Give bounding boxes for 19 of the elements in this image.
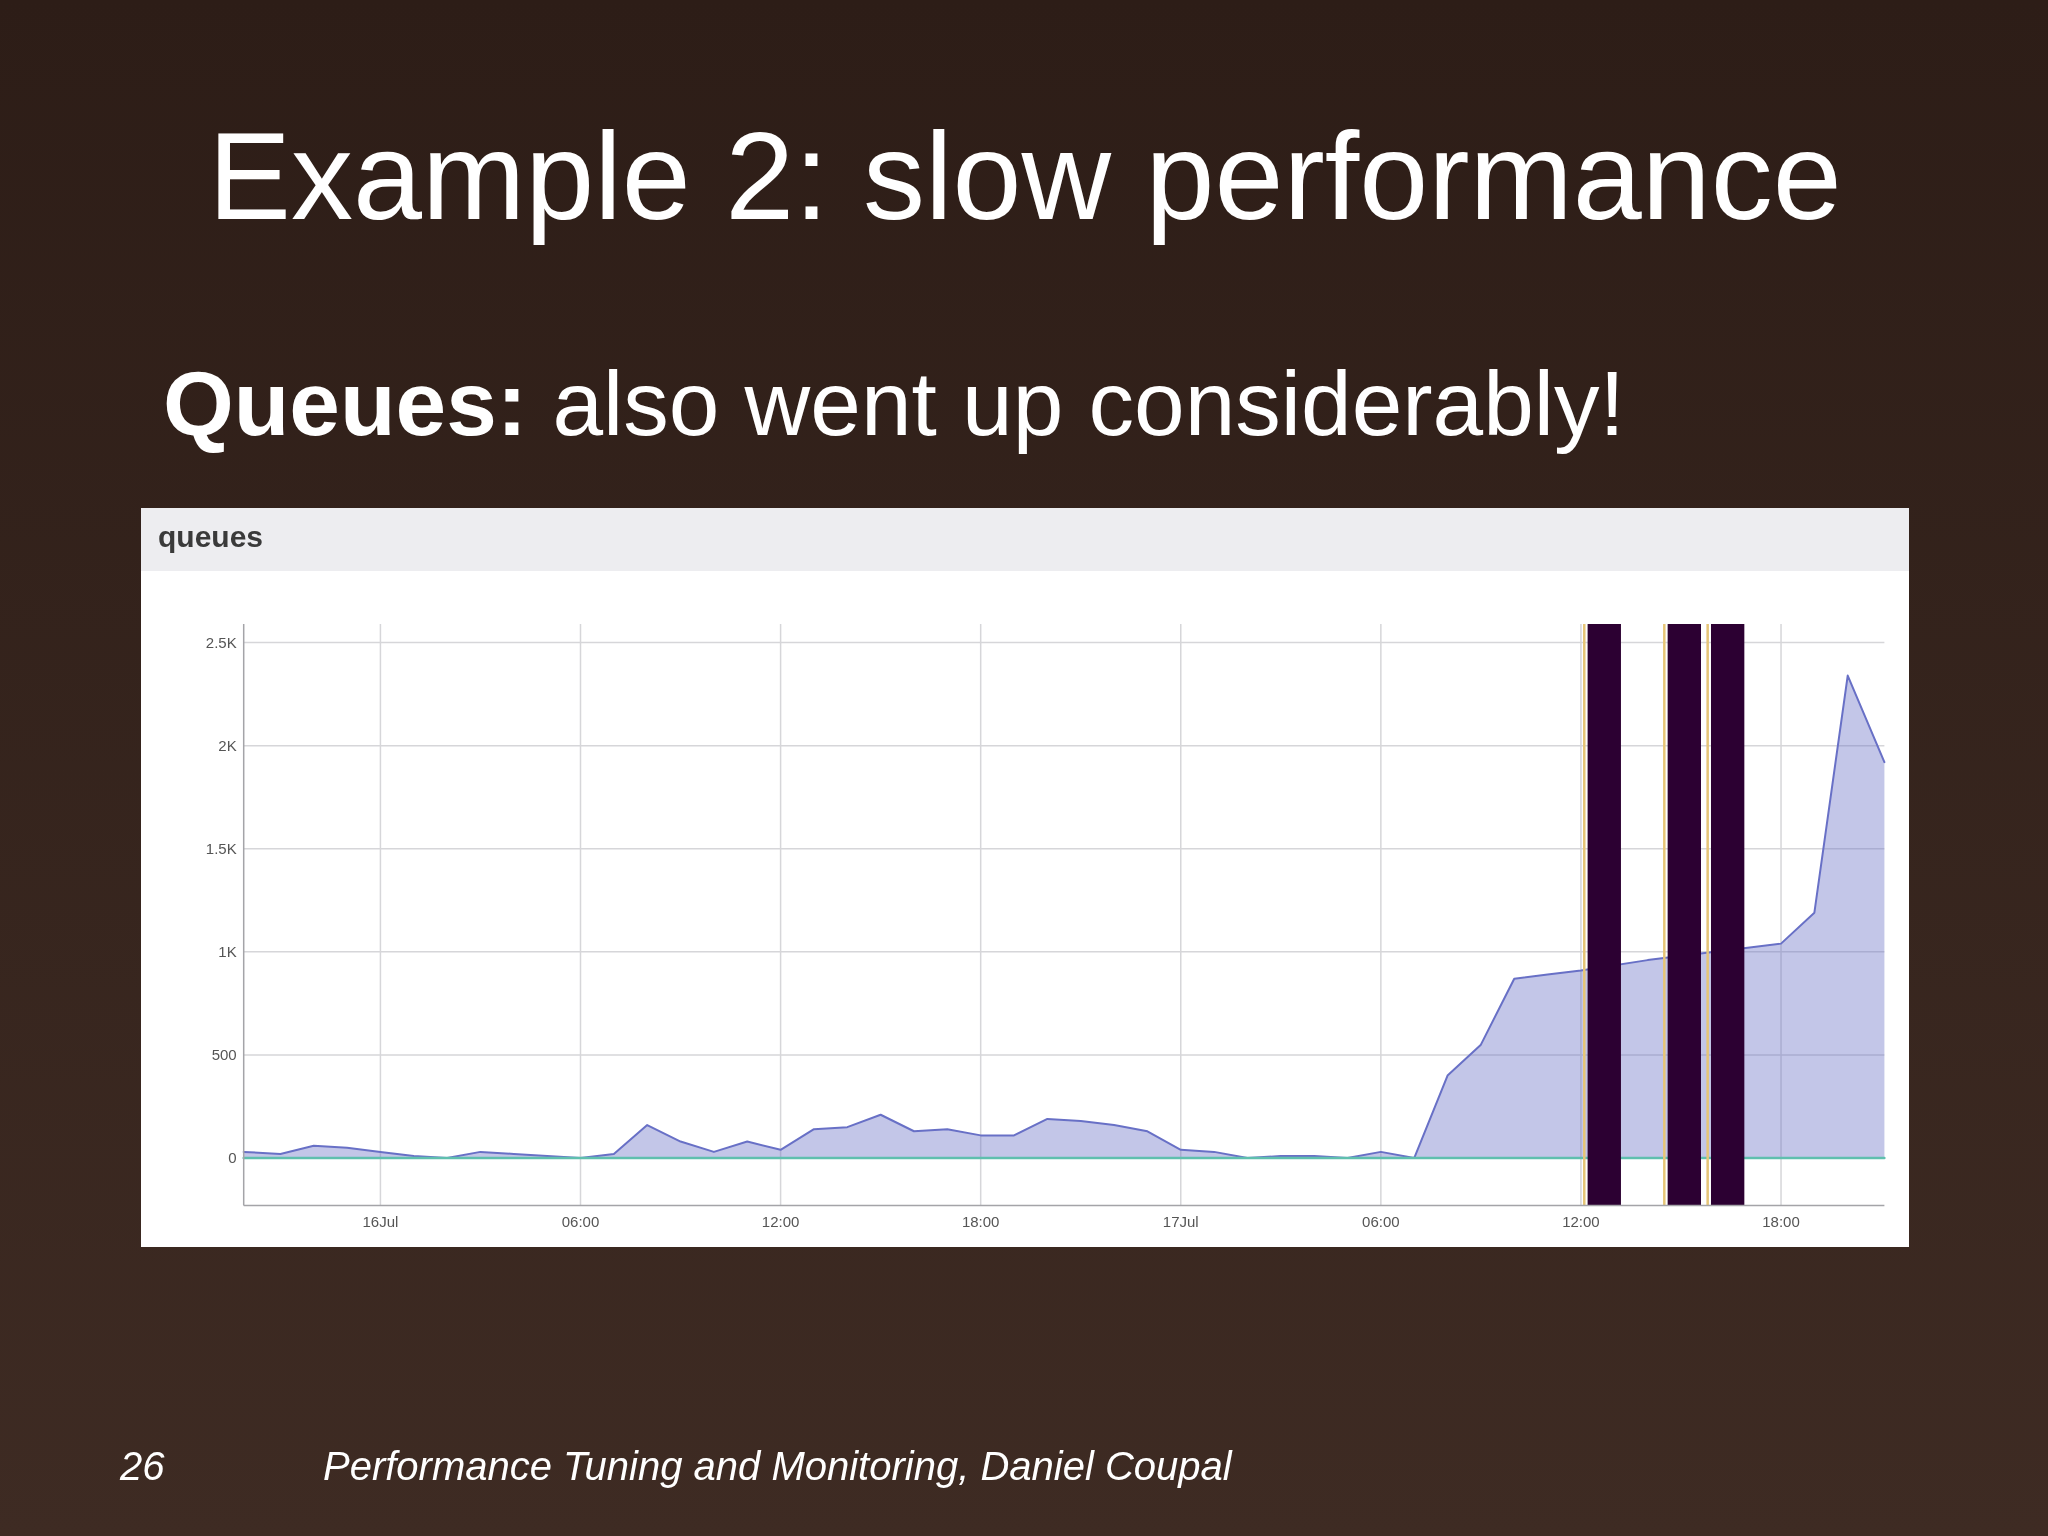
x-tick-label: 18:00: [961, 1212, 1000, 1230]
chart-subtitle: Queues: also went up considerably!: [163, 353, 1625, 454]
x-tick-label: 16Jul: [362, 1212, 399, 1230]
text: 26: [119, 1444, 166, 1488]
y-tick-label: 500: [211, 1046, 237, 1064]
chart-title: Example 2: slow performance: [208, 107, 1842, 245]
x-tick-label: 06:00: [1362, 1212, 1400, 1230]
y-tick-label: 0: [228, 1149, 237, 1167]
y-tick-label: 1K: [218, 943, 237, 961]
text: Performance Tuning and Monitoring, Daniel Coupal: [323, 1444, 1233, 1488]
x-tick-label: 18:00: [1762, 1212, 1800, 1230]
y-tick-label: 1.5K: [205, 840, 237, 858]
x-tick-label: 06:00: [561, 1212, 600, 1230]
x-tick-label: 12:00: [761, 1212, 800, 1230]
y-tick-label: 2K: [218, 736, 237, 754]
y-tick-label: 2.5K: [205, 633, 237, 651]
x-tick-label: 17Jul: [1162, 1212, 1199, 1230]
text: queues: [158, 520, 264, 553]
x-tick-label: 12:00: [1562, 1212, 1600, 1230]
